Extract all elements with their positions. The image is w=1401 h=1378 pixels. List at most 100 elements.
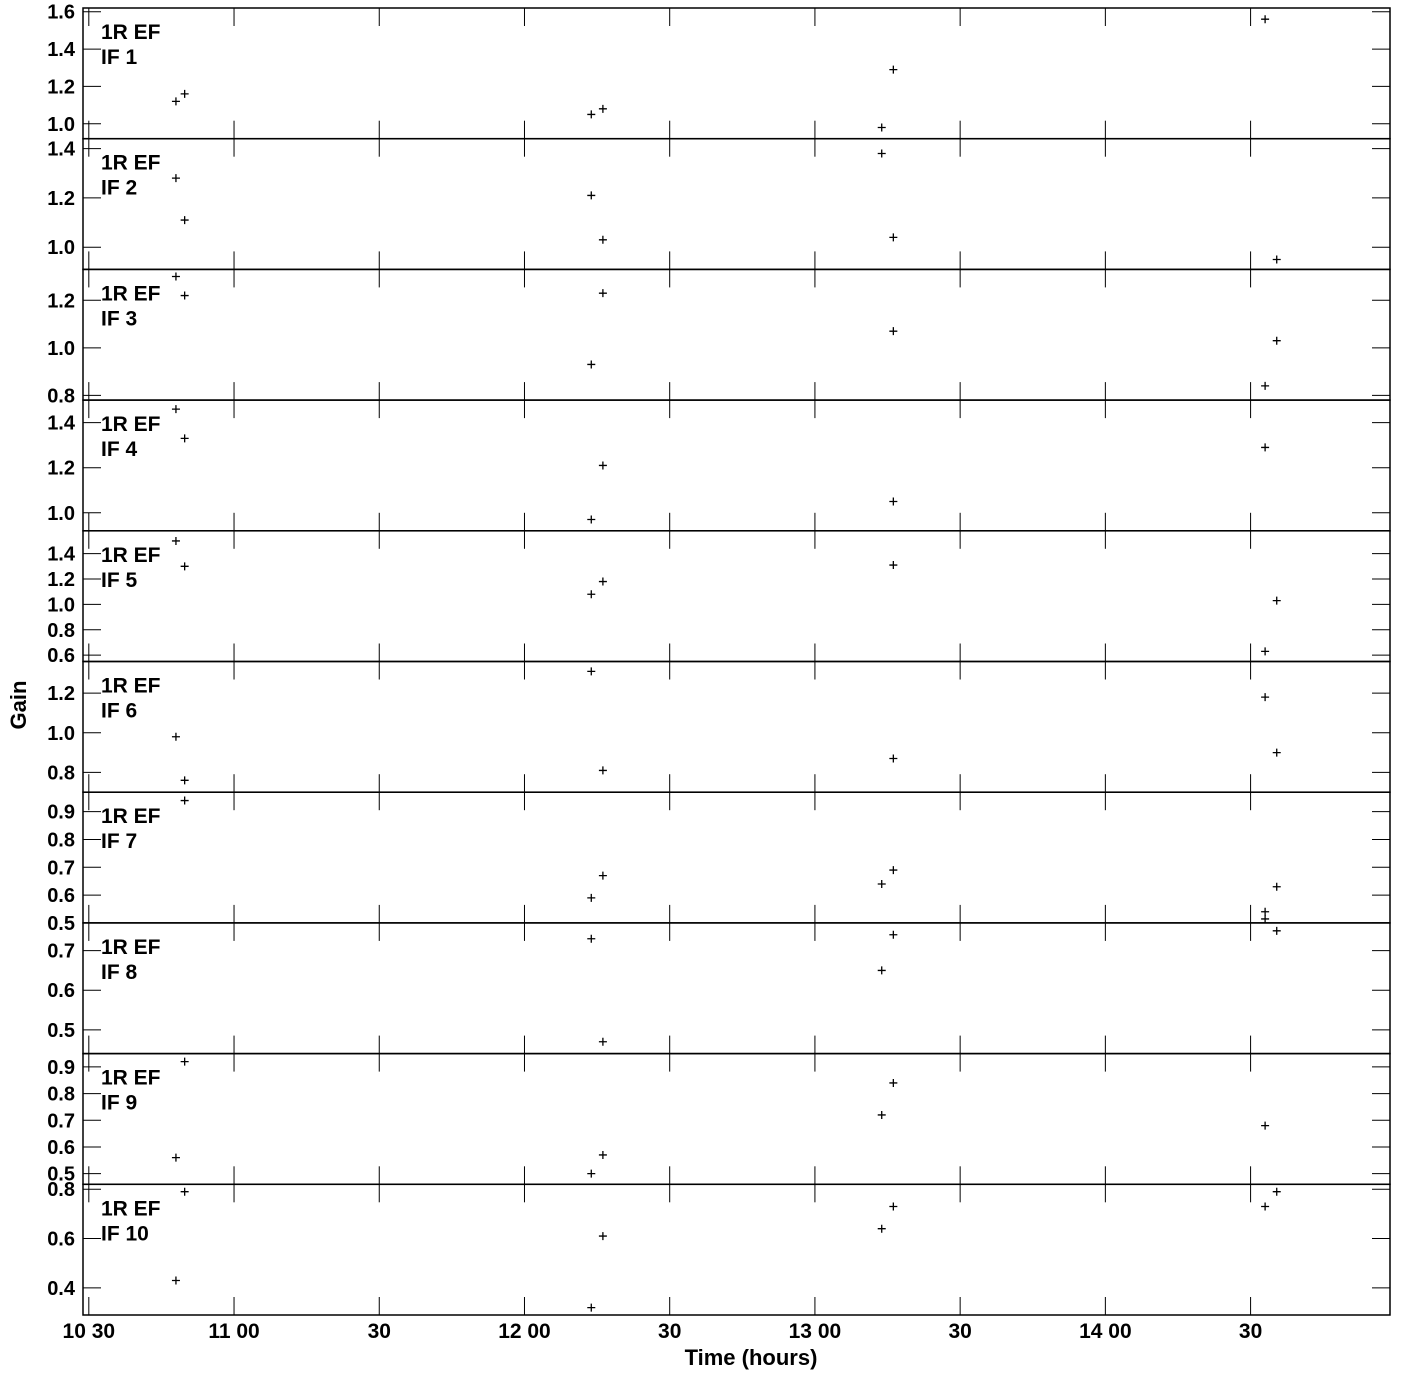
y-tick-label: 0.6 <box>47 885 75 907</box>
data-point <box>171 1276 180 1285</box>
panel-label-if: IF 8 <box>101 961 137 984</box>
data-point <box>598 766 607 775</box>
data-point <box>1261 443 1270 452</box>
data-point <box>587 934 596 943</box>
data-point <box>889 930 898 939</box>
data-point <box>171 272 180 281</box>
y-tick-label: 1.2 <box>47 290 75 312</box>
y-tick-label: 0.6 <box>47 645 75 667</box>
panel-label-station: 1R EF <box>101 675 161 698</box>
data-point <box>1272 1187 1281 1196</box>
data-point <box>1261 647 1270 656</box>
panel-label-if: IF 1 <box>101 46 137 69</box>
panel-label-if: IF 10 <box>101 1222 149 1245</box>
x-tick-label: 11 00 <box>208 1320 259 1343</box>
data-point <box>889 233 898 242</box>
data-point <box>587 1303 596 1312</box>
panel-label-if: IF 6 <box>101 700 137 723</box>
panel-label-station: 1R EF <box>101 1197 161 1220</box>
y-tick-label: 1.6 <box>47 2 75 24</box>
data-point <box>180 89 189 98</box>
data-point <box>1272 882 1281 891</box>
y-tick-label: 1.0 <box>47 338 75 360</box>
data-point <box>889 327 898 336</box>
data-point <box>889 497 898 506</box>
y-tick-label: 0.8 <box>47 829 75 851</box>
y-tick-label: 0.8 <box>47 1179 75 1201</box>
data-point <box>877 1224 886 1233</box>
data-point <box>171 405 180 414</box>
data-point <box>1261 381 1270 390</box>
y-tick-label: 1.2 <box>47 569 75 591</box>
panel-label-station: 1R EF <box>101 413 161 436</box>
data-point <box>1261 914 1270 923</box>
data-point <box>598 289 607 298</box>
data-point <box>171 732 180 741</box>
panel-label-if: IF 7 <box>101 830 137 853</box>
data-point <box>598 461 607 470</box>
data-point <box>171 1153 180 1162</box>
data-point <box>877 879 886 888</box>
data-point <box>889 561 898 570</box>
x-tick-label: 30 <box>1239 1320 1262 1343</box>
data-point <box>180 562 189 571</box>
data-point <box>889 65 898 74</box>
data-point <box>1261 1121 1270 1130</box>
data-point <box>598 1150 607 1159</box>
data-point <box>598 577 607 586</box>
y-tick-label: 0.7 <box>47 857 75 879</box>
y-tick-label: 0.7 <box>47 941 75 963</box>
y-tick-label: 0.5 <box>47 913 75 935</box>
data-point <box>1272 336 1281 345</box>
data-point <box>180 434 189 443</box>
data-point <box>171 536 180 545</box>
y-tick-label: 1.2 <box>47 188 75 210</box>
data-point <box>180 796 189 805</box>
panel-label-station: 1R EF <box>101 21 161 44</box>
y-tick-label: 0.4 <box>47 1278 76 1300</box>
data-point <box>180 1057 189 1066</box>
x-axis-label: Time (hours) <box>685 1345 818 1370</box>
x-tick-label: 14 00 <box>1079 1320 1132 1343</box>
panel-label-station: 1R EF <box>101 1067 161 1090</box>
panel-label-if: IF 4 <box>101 438 137 461</box>
data-point <box>889 1078 898 1087</box>
y-tick-label: 1.0 <box>47 723 75 745</box>
data-point <box>598 1232 607 1241</box>
data-point <box>1272 255 1281 264</box>
y-tick-label: 0.6 <box>47 980 75 1002</box>
data-point <box>1261 15 1270 24</box>
y-tick-label: 0.8 <box>47 1084 75 1106</box>
data-point <box>877 149 886 158</box>
y-tick-label: 0.8 <box>47 620 75 642</box>
data-point <box>587 667 596 676</box>
y-axis-label: Gain <box>6 681 31 730</box>
panel-label-station: 1R EF <box>101 805 161 828</box>
x-tick-label: 30 <box>658 1320 681 1343</box>
data-point <box>598 235 607 244</box>
data-point <box>180 291 189 300</box>
data-point <box>587 360 596 369</box>
panel-frame <box>82 1183 1391 1316</box>
data-point <box>598 104 607 113</box>
y-tick-label: 1.4 <box>47 39 76 61</box>
panel-label-if: IF 2 <box>101 177 137 200</box>
data-point <box>877 1110 886 1119</box>
data-point <box>889 866 898 875</box>
data-point <box>587 590 596 599</box>
x-tick-label: 12 00 <box>498 1320 551 1343</box>
data-point <box>877 966 886 975</box>
data-point <box>171 97 180 106</box>
panel-label-station: 1R EF <box>101 152 161 175</box>
y-tick-label: 0.6 <box>47 1229 75 1251</box>
x-tick-label: 10 30 <box>63 1320 116 1343</box>
data-point <box>889 754 898 763</box>
data-point <box>587 110 596 119</box>
data-point <box>587 191 596 200</box>
